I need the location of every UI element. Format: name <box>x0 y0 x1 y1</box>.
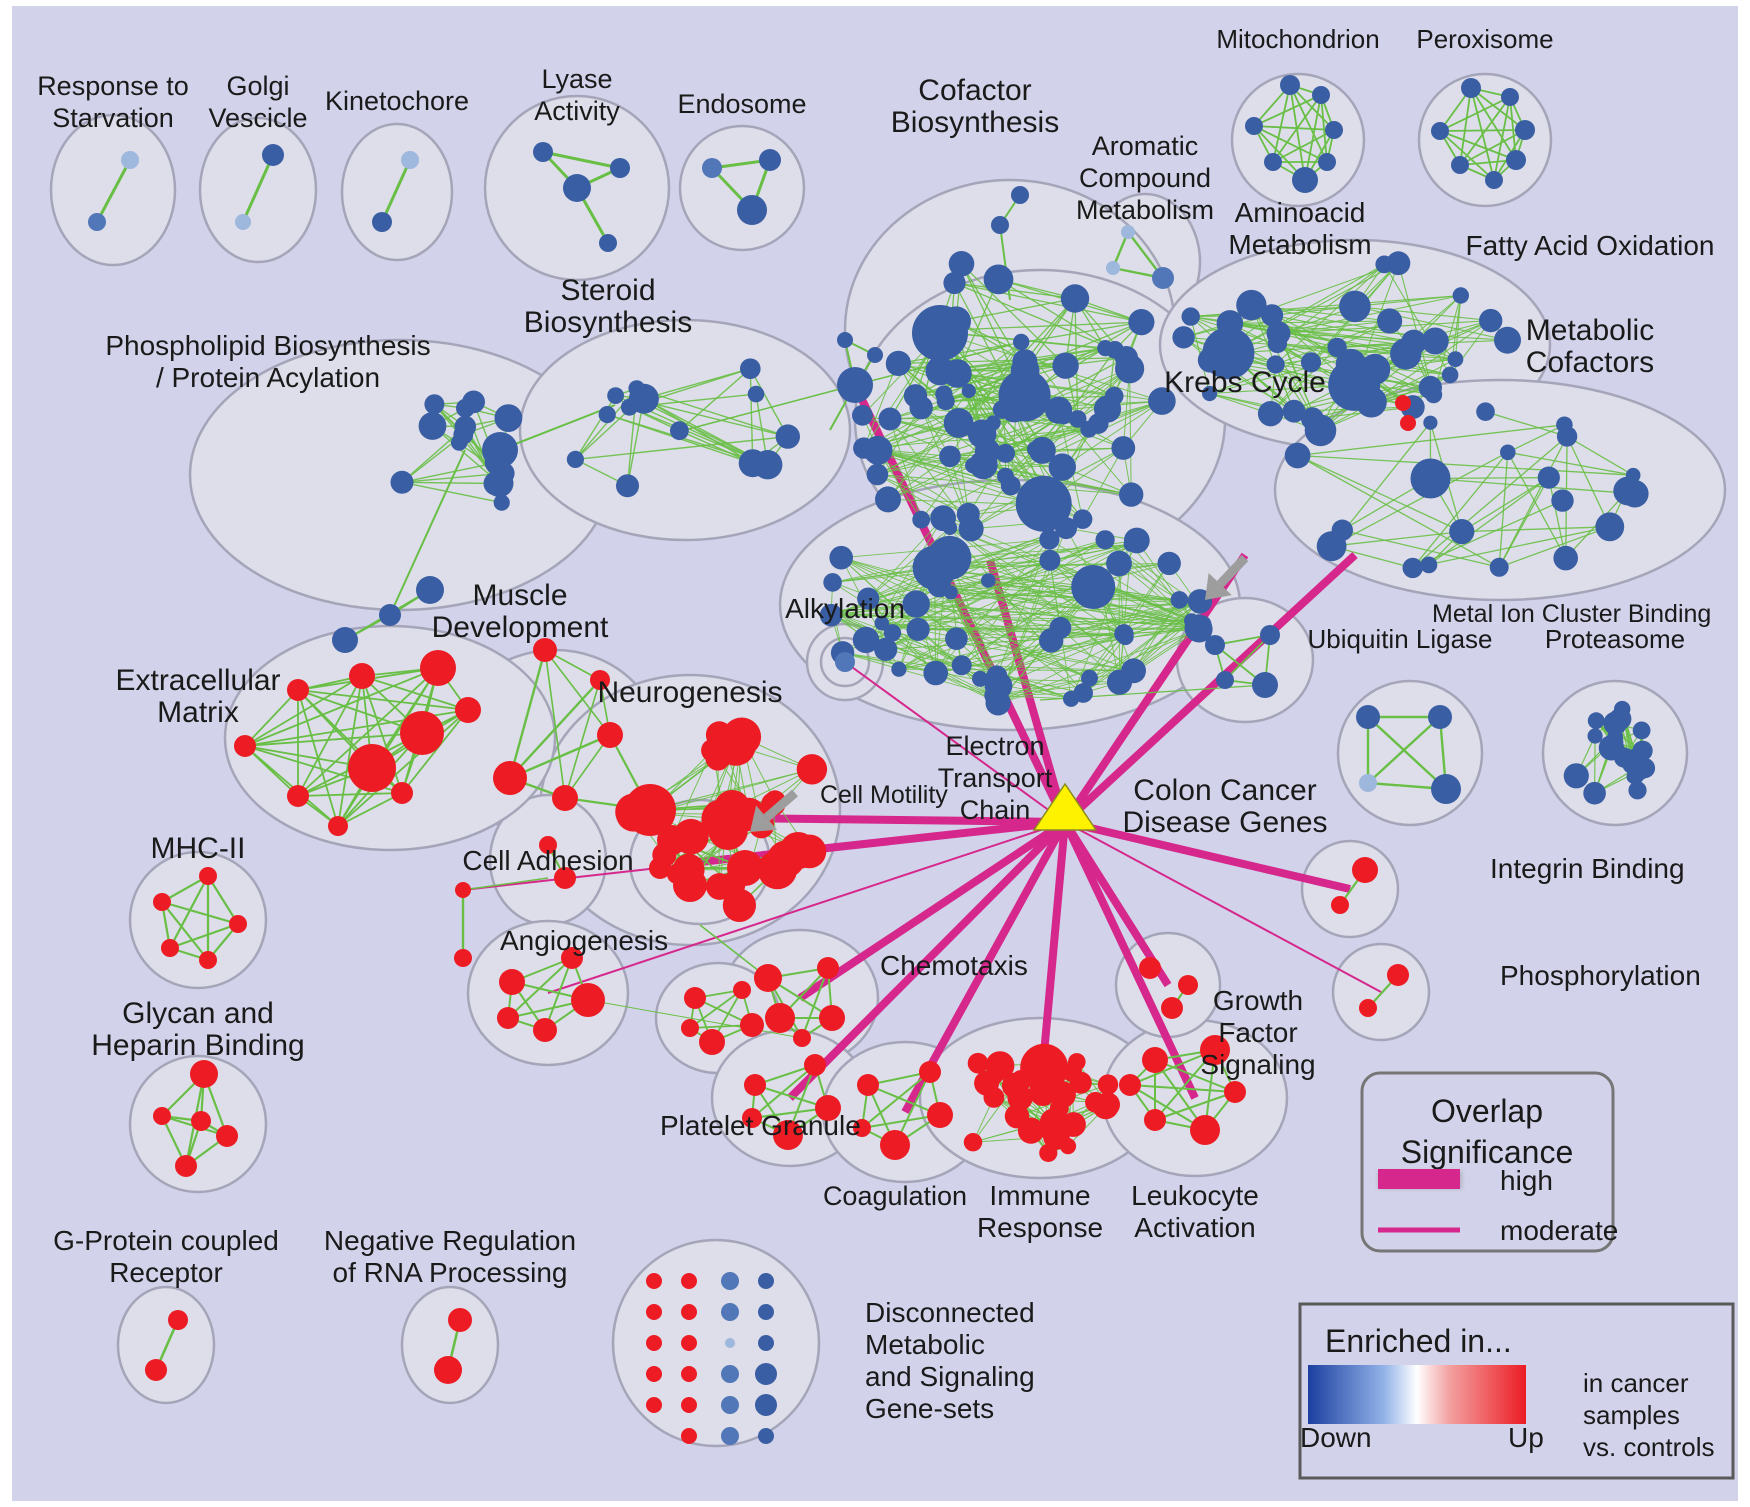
svg-text:Platelet Granule: Platelet Granule <box>660 1110 861 1141</box>
svg-text:Peroxisome: Peroxisome <box>1416 24 1553 54</box>
svg-text:Negative Regulation: Negative Regulation <box>324 1225 576 1256</box>
svg-text:Cofactors: Cofactors <box>1526 346 1654 379</box>
svg-text:Muscle: Muscle <box>472 579 567 612</box>
svg-text:Signaling: Signaling <box>1200 1049 1315 1080</box>
svg-text:Receptor: Receptor <box>109 1257 223 1288</box>
svg-text:Krebs Cycle: Krebs Cycle <box>1164 366 1326 399</box>
svg-text:Up: Up <box>1508 1422 1544 1453</box>
svg-text:and Signaling: and Signaling <box>865 1361 1035 1392</box>
svg-text:Biosynthesis: Biosynthesis <box>891 106 1059 139</box>
svg-text:Ubiquitin Ligase: Ubiquitin Ligase <box>1307 624 1492 654</box>
svg-text:G-Protein coupled: G-Protein coupled <box>53 1225 279 1256</box>
svg-text:Biosynthesis: Biosynthesis <box>524 306 692 339</box>
svg-text:Alkylation: Alkylation <box>785 593 905 624</box>
svg-text:samples: samples <box>1583 1400 1680 1430</box>
svg-text:vs. controls: vs. controls <box>1583 1432 1715 1462</box>
svg-text:Golgi: Golgi <box>226 71 289 101</box>
svg-text:Cofactor: Cofactor <box>918 74 1031 107</box>
svg-text:Metabolic: Metabolic <box>1526 314 1654 347</box>
svg-text:Factor: Factor <box>1218 1017 1297 1048</box>
svg-text:Phospholipid Biosynthesis: Phospholipid Biosynthesis <box>105 330 430 361</box>
svg-text:Chemotaxis: Chemotaxis <box>880 950 1028 981</box>
svg-text:Overlap: Overlap <box>1431 1093 1543 1129</box>
svg-text:Lyase: Lyase <box>541 64 612 94</box>
svg-text:Disease Genes: Disease Genes <box>1122 806 1327 839</box>
svg-text:MHC-II: MHC-II <box>151 832 246 865</box>
svg-text:Extracellular: Extracellular <box>115 664 280 697</box>
svg-text:Immune: Immune <box>989 1180 1090 1211</box>
svg-text:Activation: Activation <box>1134 1212 1255 1243</box>
svg-text:Glycan and: Glycan and <box>122 997 274 1030</box>
svg-text:Activity: Activity <box>534 96 620 126</box>
svg-text:of RNA Processing: of RNA Processing <box>333 1257 568 1288</box>
svg-text:Fatty Acid Oxidation: Fatty Acid Oxidation <box>1465 230 1714 261</box>
svg-text:Electron: Electron <box>945 731 1044 761</box>
svg-text:Enriched in...: Enriched in... <box>1325 1323 1512 1359</box>
svg-text:Response: Response <box>977 1212 1103 1243</box>
svg-text:Development: Development <box>432 611 609 644</box>
svg-text:Coagulation: Coagulation <box>823 1181 967 1211</box>
svg-text:Aromatic: Aromatic <box>1092 131 1199 161</box>
svg-text:high: high <box>1500 1165 1553 1196</box>
svg-text:Proteasome: Proteasome <box>1545 624 1685 654</box>
svg-text:Cell Motility: Cell Motility <box>820 781 948 809</box>
svg-text:Starvation: Starvation <box>52 103 174 133</box>
svg-text:Compound: Compound <box>1079 163 1211 193</box>
svg-text:Disconnected: Disconnected <box>865 1297 1035 1328</box>
svg-text:Growth: Growth <box>1213 985 1303 1016</box>
svg-text:Matrix: Matrix <box>157 696 239 729</box>
svg-text:Neurogenesis: Neurogenesis <box>597 676 782 709</box>
svg-text:Cell Adhesion: Cell Adhesion <box>462 845 633 876</box>
svg-text:Aminoacid: Aminoacid <box>1235 197 1366 228</box>
svg-text:Heparin Binding: Heparin Binding <box>91 1029 304 1062</box>
svg-text:Chain: Chain <box>960 795 1031 825</box>
svg-text:Response to: Response to <box>37 71 189 101</box>
svg-text:Leukocyte: Leukocyte <box>1131 1180 1259 1211</box>
svg-text:Metabolism: Metabolism <box>1228 229 1371 260</box>
svg-text:Phosphorylation: Phosphorylation <box>1500 960 1701 991</box>
svg-text:Endosome: Endosome <box>677 89 806 119</box>
svg-text:in cancer: in cancer <box>1583 1368 1689 1398</box>
svg-text:Down: Down <box>1300 1422 1372 1453</box>
svg-text:moderate: moderate <box>1500 1215 1618 1246</box>
svg-text:Mitochondrion: Mitochondrion <box>1216 24 1379 54</box>
svg-text:Angiogenesis: Angiogenesis <box>500 925 668 956</box>
svg-text:Integrin Binding: Integrin Binding <box>1490 853 1685 884</box>
svg-text:Vescicle: Vescicle <box>208 103 307 133</box>
svg-text:Steroid: Steroid <box>560 274 655 307</box>
svg-text:Colon Cancer: Colon Cancer <box>1133 774 1316 807</box>
svg-text:Transport: Transport <box>938 763 1053 793</box>
svg-text:Kinetochore: Kinetochore <box>325 86 469 116</box>
svg-text:Metabolic: Metabolic <box>865 1329 985 1360</box>
svg-text:Metabolism: Metabolism <box>1076 195 1214 225</box>
svg-text:Gene-sets: Gene-sets <box>865 1393 994 1424</box>
svg-text:/ Protein Acylation: / Protein Acylation <box>156 362 380 393</box>
